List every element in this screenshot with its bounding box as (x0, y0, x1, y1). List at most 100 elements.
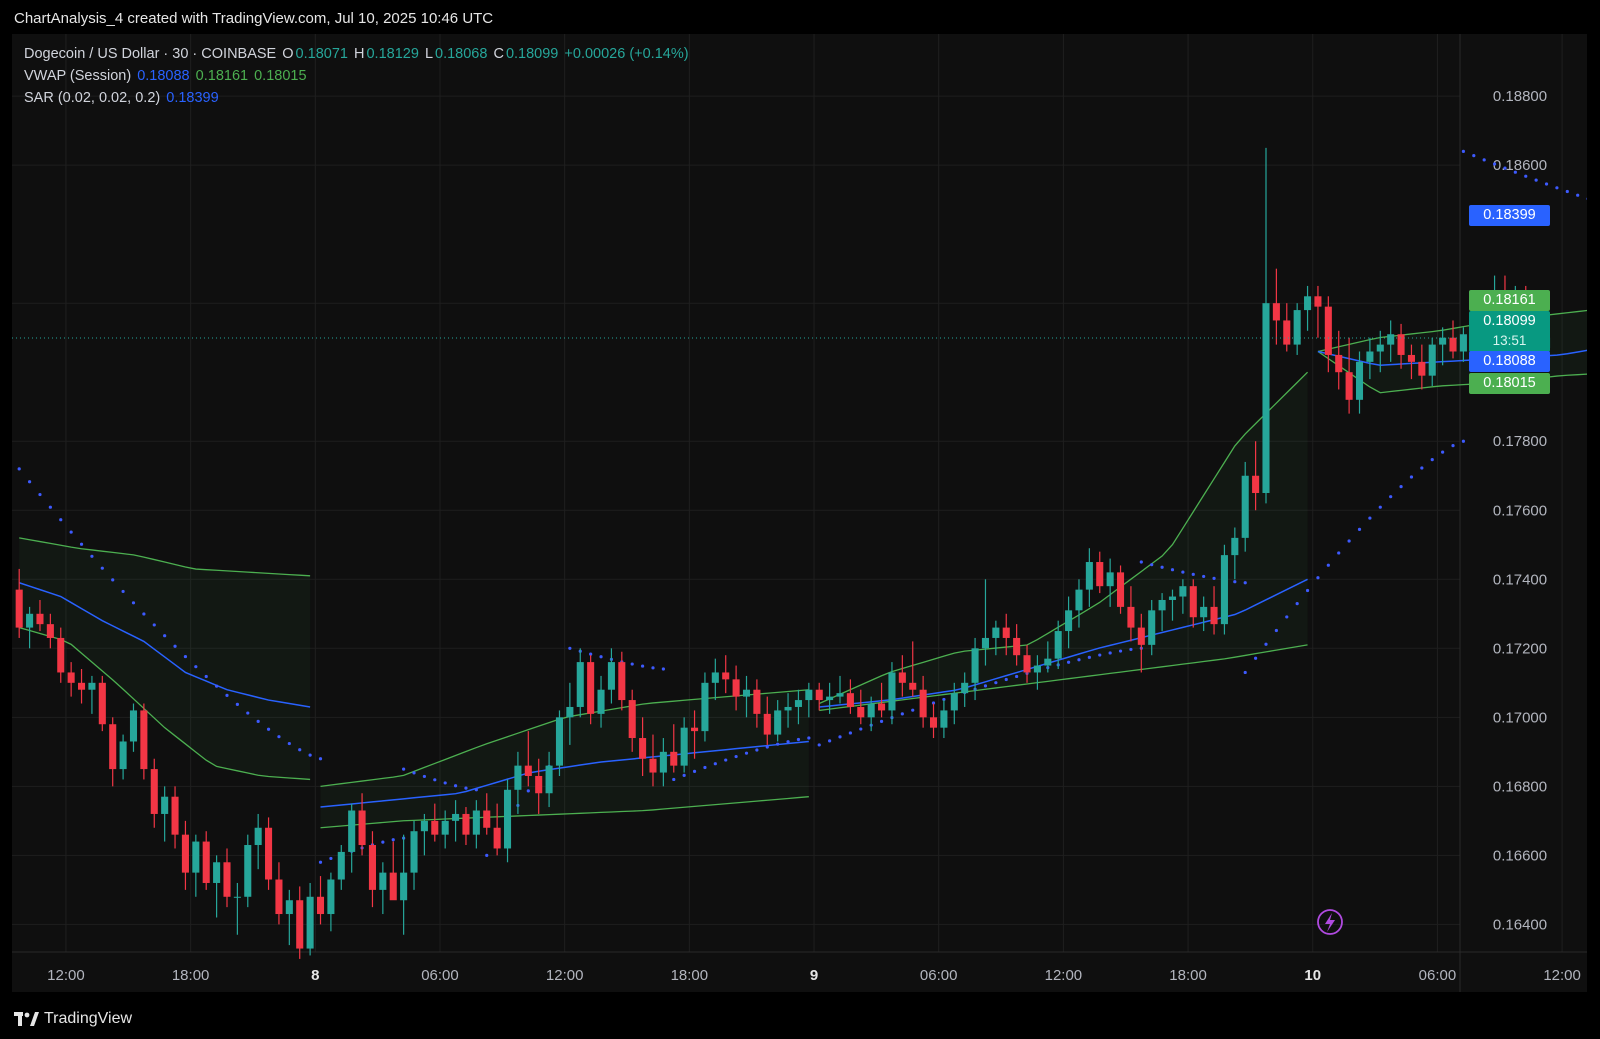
candle-body (410, 831, 418, 873)
candle-body (514, 765, 522, 790)
x-tick-label: 8 (311, 967, 319, 984)
sar-dot (755, 748, 759, 752)
candle-body (680, 727, 688, 766)
chart-canvas[interactable]: 0.188000.186000.182000.178000.176000.174… (12, 34, 1587, 992)
candle-body (1044, 658, 1052, 666)
sar-dot (661, 667, 665, 671)
sar-dot (1399, 485, 1403, 489)
candle-body (265, 827, 273, 880)
candle-body (898, 672, 906, 683)
vwap-upper-line (19, 537, 311, 577)
sar-dot (1409, 475, 1414, 479)
candle-body (150, 769, 158, 814)
sar-dot (111, 578, 115, 582)
vwap-lower-line (19, 626, 311, 781)
vwap-band-fill (19, 537, 311, 780)
candle-body (1054, 631, 1062, 659)
sar-dot (90, 554, 94, 558)
sar-dot (1181, 570, 1185, 574)
candle-body (98, 682, 106, 725)
sar-dot (298, 748, 302, 752)
sar-dot (287, 741, 291, 746)
candle-body (659, 751, 667, 773)
candle-body (929, 717, 938, 728)
vwap-legend[interactable]: VWAP (Session) 0.18088 0.18161 0.18015 (24, 68, 309, 84)
sar-dot (1098, 653, 1102, 657)
candle-body (1002, 627, 1010, 638)
sar-dot (1254, 656, 1258, 660)
x-tick-label: 18:00 (172, 967, 210, 984)
chart-frame[interactable]: 0.188000.186000.182000.178000.176000.174… (12, 34, 1587, 992)
sar-dot (318, 860, 323, 864)
candle-body (493, 827, 501, 849)
sar-dot (1295, 602, 1299, 606)
vwap-band-fill (819, 372, 1308, 711)
candle-body (452, 813, 460, 821)
sar-dot (485, 853, 489, 857)
candle-body (223, 862, 231, 897)
sar-dot (38, 492, 42, 497)
candle-body (919, 689, 927, 718)
sar-dot (1087, 655, 1091, 659)
candle-body (1075, 589, 1083, 611)
sar-dot (1108, 651, 1112, 655)
sar-legend[interactable]: SAR (0.02, 0.02, 0.2) 0.18399 (24, 90, 221, 106)
sar-dot (1326, 563, 1330, 567)
candle-body (878, 703, 886, 711)
sar-dot (692, 769, 697, 773)
candle-body (867, 703, 875, 718)
sar-dot (1129, 647, 1133, 652)
last-price-value: 0.18099 (1483, 313, 1536, 329)
candle-body (389, 872, 397, 901)
candle-body (555, 717, 564, 766)
sar-dot (1191, 572, 1195, 576)
sar-dot (828, 739, 832, 743)
vwap-lower-line (819, 644, 1308, 712)
candle-body (566, 706, 574, 718)
candle-body (1418, 361, 1426, 376)
candle-body (587, 662, 595, 714)
symbol-legend[interactable]: Dogecoin / US Dollar · 30 · COINBASE O 0.… (24, 46, 691, 62)
candle-body (1439, 337, 1447, 345)
sar-dot (235, 702, 239, 706)
candle-body (628, 700, 636, 739)
candle-body (524, 765, 532, 776)
tradingview-logo[interactable]: TradingView (14, 1010, 132, 1028)
candle-body (649, 758, 657, 773)
candle-body (503, 789, 512, 849)
last-price-tag: 0.18099 13:51 (1469, 311, 1550, 352)
candle-body (1179, 586, 1187, 597)
sar-dot (1461, 439, 1466, 443)
y-tick-label: 0.16600 (1493, 847, 1547, 864)
candle-body (1127, 606, 1135, 628)
candle-body (275, 879, 283, 915)
sar-dot (391, 838, 395, 842)
sar-dot (807, 736, 811, 740)
sar-dot (329, 856, 333, 861)
candle-body (1335, 354, 1343, 373)
candle-body (1033, 665, 1041, 673)
x-tick-label: 06:00 (920, 967, 958, 984)
vwap-label[interactable]: VWAP (Session) (24, 68, 132, 84)
sar-dot (453, 784, 458, 788)
candle-body (1397, 334, 1405, 355)
candle-body (1137, 627, 1145, 645)
sar-dot (1305, 588, 1310, 593)
sar-dot (589, 652, 593, 656)
candle-body (784, 706, 792, 711)
y-tick-label: 0.16800 (1493, 778, 1547, 795)
symbol-title[interactable]: Dogecoin / US Dollar · 30 · COINBASE (24, 46, 277, 62)
sar-dot (443, 781, 447, 785)
sar-dot (744, 751, 749, 755)
sar-dot (474, 788, 478, 792)
candle-body (722, 672, 730, 680)
sar-dot (1357, 527, 1362, 531)
sar-label[interactable]: SAR (0.02, 0.02, 0.2) (24, 90, 161, 106)
x-tick-label: 12:00 (1543, 967, 1581, 984)
candle-body (1262, 303, 1270, 493)
sar-dot (48, 505, 52, 509)
candle-body (285, 900, 293, 915)
y-tick-label: 0.17600 (1493, 502, 1547, 519)
candle-body (368, 845, 376, 890)
sar-dot (17, 467, 21, 471)
